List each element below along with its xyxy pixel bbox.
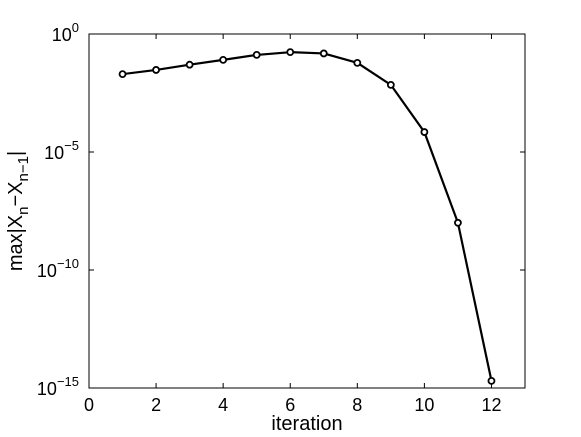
y-tick-base: 10	[52, 25, 72, 45]
y-tick-base: 10	[37, 379, 57, 399]
data-point-marker	[219, 55, 228, 64]
plot-area	[89, 34, 525, 388]
y-tick-label: 10−10	[37, 256, 79, 281]
y-tick-exponent: −15	[57, 374, 79, 389]
y-tick-exponent: −5	[64, 138, 79, 153]
data-point-marker	[353, 58, 362, 67]
data-point-marker	[152, 66, 160, 74]
y-label-sub2: n−1	[15, 156, 32, 181]
y-label-suffix: |	[5, 151, 27, 156]
x-axis-label: iteration	[271, 413, 342, 435]
y-tick-base: 10	[44, 143, 64, 163]
y-label-prefix: max|X	[5, 215, 27, 271]
x-tick-label: 2	[151, 395, 161, 415]
data-point-marker	[286, 48, 295, 57]
y-axis-label: max|Xn−Xn−1|	[5, 151, 32, 271]
axis-labels: iteration max|Xn−Xn−1|	[5, 151, 343, 435]
y-label-sub1: n	[15, 207, 32, 215]
x-tick-label: 6	[285, 395, 295, 415]
data-point-marker	[252, 51, 261, 59]
y-tick-label: 10−5	[44, 138, 79, 163]
data-point-marker	[420, 128, 429, 136]
data-point-marker	[454, 218, 462, 227]
data-point-marker	[386, 80, 395, 89]
axes	[88, 33, 526, 389]
series-line	[122, 51, 493, 382]
y-tick-label: 100	[52, 20, 79, 45]
x-tick-label: 8	[352, 395, 362, 415]
x-tick-label: 0	[84, 395, 94, 415]
y-tick-exponent: −10	[57, 256, 79, 271]
series	[118, 48, 496, 385]
y-label-middle: −X	[5, 181, 27, 206]
x-tick-label: 10	[414, 395, 434, 415]
data-point-marker	[118, 70, 127, 78]
axes-frame	[88, 33, 526, 389]
y-tick-exponent: 0	[72, 20, 79, 35]
x-tick-label: 4	[218, 395, 228, 415]
x-tick-label: 12	[481, 395, 501, 415]
y-tick-base: 10	[37, 261, 57, 281]
y-tick-label: 10−15	[37, 374, 79, 399]
data-point-marker	[487, 376, 496, 385]
data-point-marker	[319, 49, 328, 58]
data-point-marker	[185, 60, 194, 69]
